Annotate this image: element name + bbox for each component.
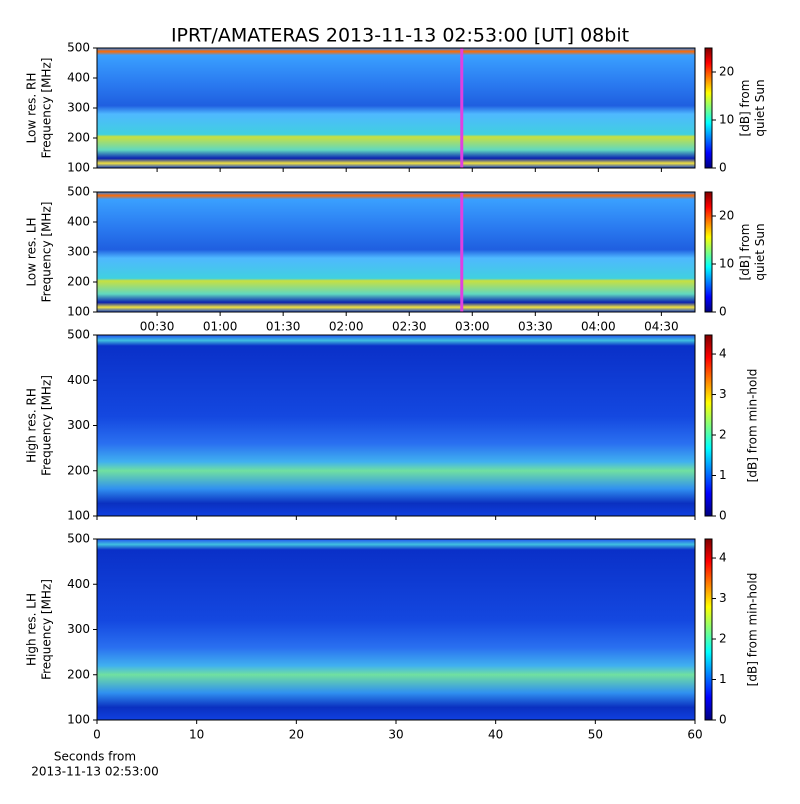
colorbar-tick-label: 20: [719, 65, 734, 79]
colorbar-tick-label: 2: [719, 428, 727, 442]
colorbar-label: [dB] from: [738, 80, 752, 137]
y-tick-label: 500: [67, 532, 90, 546]
y-axis-label: Low res. RH: [25, 73, 39, 144]
x-axis-label: 2013-11-13 02:53:00: [31, 765, 158, 779]
y-axis-label: Low res. LH: [25, 217, 39, 286]
x-tick-label: 02:00: [329, 320, 364, 334]
x-tick-label: 0: [93, 728, 101, 742]
colorbar-tick-label: 0: [719, 161, 727, 175]
x-tick-label: 40: [488, 728, 503, 742]
colorbar-tick-label: 4: [719, 347, 727, 361]
x-tick-label: 20: [289, 728, 304, 742]
y-axis-label: Frequency [MHz]: [40, 579, 54, 680]
colorbar-tick-label: 0: [719, 305, 727, 319]
x-tick-label: 03:30: [518, 320, 553, 334]
y-tick-label: 200: [67, 667, 90, 681]
y-tick-label: 100: [67, 161, 90, 175]
x-tick-label: 50: [588, 728, 603, 742]
y-tick-label: 100: [67, 305, 90, 319]
chart-title: IPRT/AMATERAS 2013-11-13 02:53:00 [UT] 0…: [171, 25, 629, 47]
y-tick-label: 400: [67, 373, 90, 387]
y-axis-label: Frequency [MHz]: [40, 58, 54, 159]
y-axis-label: High res. LH: [25, 593, 39, 666]
y-tick-label: 300: [67, 245, 90, 259]
colorbar: [704, 191, 713, 313]
colorbar-label: [dB] from min-hold: [746, 573, 760, 687]
x-tick-label: 10: [189, 728, 204, 742]
x-tick-label: 01:00: [203, 320, 238, 334]
y-tick-label: 500: [67, 185, 90, 199]
y-axis-label: High res. RH: [25, 388, 39, 463]
y-tick-label: 100: [67, 509, 90, 523]
colorbar-label: [dB] from min-hold: [746, 369, 760, 483]
y-tick-label: 500: [67, 328, 90, 342]
colorbar-label: quiet Sun: [753, 223, 767, 280]
colorbar-tick-label: 10: [719, 257, 734, 271]
colorbar-tick-label: 2: [719, 632, 727, 646]
colorbar-tick-label: 20: [719, 209, 734, 223]
colorbar-tick-label: 0: [719, 509, 727, 523]
y-tick-label: 400: [67, 577, 90, 591]
spectrogram: [97, 192, 695, 312]
colorbar-label: [dB] from: [738, 224, 752, 281]
y-tick-label: 300: [67, 418, 90, 432]
colorbar: [704, 538, 713, 721]
colorbar-tick-label: 3: [719, 387, 727, 401]
y-axis-label: Frequency [MHz]: [40, 375, 54, 476]
colorbar-tick-label: 0: [719, 713, 727, 727]
colorbar-tick-label: 1: [719, 672, 727, 686]
x-tick-label: 04:00: [581, 320, 616, 334]
colorbar-tick-label: 10: [719, 113, 734, 127]
y-tick-label: 400: [67, 71, 90, 85]
y-tick-label: 100: [67, 713, 90, 727]
colorbar: [704, 334, 713, 517]
x-tick-label: 00:30: [140, 320, 175, 334]
colorbar: [704, 47, 713, 169]
y-tick-label: 200: [67, 463, 90, 477]
spectrogram: [97, 48, 695, 168]
x-tick-label: 04:30: [644, 320, 679, 334]
x-tick-label: 30: [388, 728, 403, 742]
colorbar-tick-label: 4: [719, 551, 727, 565]
colorbar-tick-label: 3: [719, 591, 727, 605]
y-axis-label: Frequency [MHz]: [40, 202, 54, 303]
y-tick-label: 300: [67, 101, 90, 115]
spectrogram: [97, 539, 695, 720]
spectrogram: [97, 335, 695, 516]
colorbar-label: quiet Sun: [753, 79, 767, 136]
x-tick-label: 60: [687, 728, 702, 742]
x-tick-label: 03:00: [455, 320, 490, 334]
colorbar-tick-label: 1: [719, 468, 727, 482]
y-tick-label: 400: [67, 215, 90, 229]
y-tick-label: 200: [67, 131, 90, 145]
y-tick-label: 500: [67, 41, 90, 55]
x-tick-label: 01:30: [266, 320, 301, 334]
x-axis-label: Seconds from: [54, 750, 136, 764]
y-tick-label: 200: [67, 275, 90, 289]
x-tick-label: 02:30: [392, 320, 427, 334]
y-tick-label: 300: [67, 622, 90, 636]
